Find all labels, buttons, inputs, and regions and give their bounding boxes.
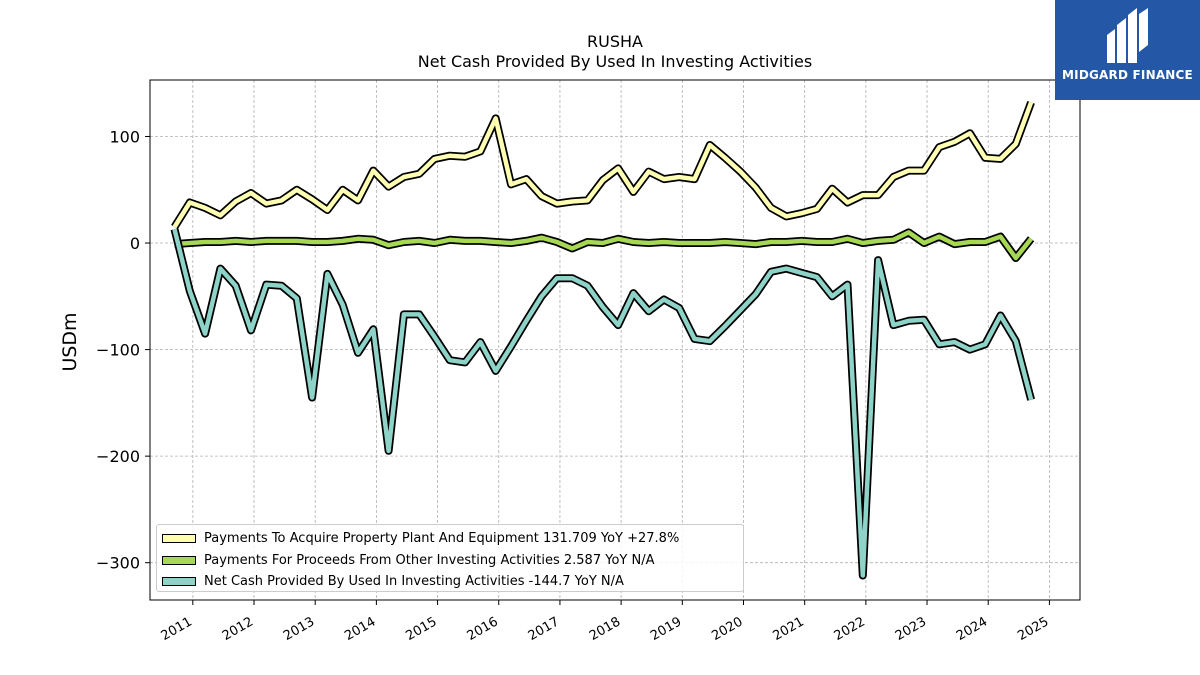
y-axis: 100 0 −100 −200 −300 [96,127,150,573]
legend-label-other: Payments For Proceeds From Other Investi… [204,552,655,568]
legend-item: Payments To Acquire Property Plant And E… [162,528,743,550]
y-tick-label: −300 [96,554,140,573]
x-tick-label: 2013 [281,614,317,644]
chart-title: RUSHA [587,32,643,51]
y-tick-label: 0 [130,234,140,253]
legend-item: Payments For Proceeds From Other Investi… [162,550,743,572]
legend-swatch-net [162,577,196,587]
series-net-investing-line [172,228,1034,578]
x-tick-label: 2024 [954,614,990,644]
legend-label-ppe: Payments To Acquire Property Plant And E… [204,531,680,547]
x-tick-label: 2012 [220,614,256,644]
y-tick-label: 100 [109,127,140,146]
logo-text: MIDGARD FINANCE [1062,68,1193,82]
x-tick-label: 2022 [832,614,868,644]
x-tick-label: 2017 [526,614,562,644]
legend-swatch-other [162,555,196,565]
x-tick-label: 2025 [1015,614,1051,644]
series-ppe-outline [171,101,1035,230]
axes-frame [149,79,1081,601]
x-tick-label: 2019 [648,614,684,644]
y-tick-label: −200 [96,447,140,466]
x-tick-label: 2020 [709,614,745,644]
legend: Payments To Acquire Property Plant And E… [156,524,744,592]
x-tick-label: 2018 [587,614,623,644]
y-tick-label: −100 [96,341,140,360]
legend-label-net: Net Cash Provided By Used In Investing A… [204,574,624,590]
chart-subtitle: Net Cash Provided By Used In Investing A… [417,52,813,71]
y-axis-label: USDm [59,312,81,371]
midgard-logo-icon [1107,8,1148,63]
x-tick-label: 2016 [465,614,501,644]
x-tick-label: 2015 [403,614,439,644]
x-tick-label: 2014 [342,614,378,644]
series-ppe-line [172,101,1034,229]
x-tick-label: 2023 [893,614,929,644]
plot-lines [170,101,1035,580]
x-tick-label: 2021 [771,614,807,644]
x-tick-label: 2011 [159,614,195,644]
series-other-investing-line [174,230,1033,261]
legend-swatch-ppe [162,534,196,544]
legend-item: Net Cash Provided By Used In Investing A… [162,571,743,593]
x-axis: 2011 2012 2013 2014 2015 2016 2017 2018 2019 2020… [159,600,1051,644]
logo: MIDGARD FINANCE [1055,0,1200,100]
